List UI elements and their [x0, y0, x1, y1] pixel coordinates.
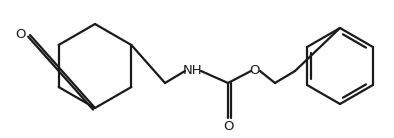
Text: O: O — [16, 27, 26, 40]
Text: O: O — [250, 63, 260, 76]
Text: NH: NH — [183, 63, 203, 76]
Text: O: O — [224, 120, 234, 132]
